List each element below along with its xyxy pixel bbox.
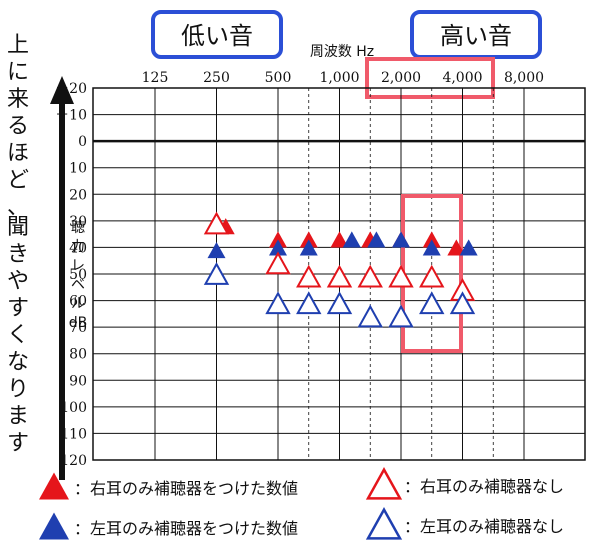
x-tick-label: 4,000 bbox=[442, 70, 482, 86]
marker-s2-p0 bbox=[203, 211, 230, 235]
marker-s3-p3 bbox=[326, 291, 353, 315]
legend-label-3: ：左耳のみ補聴器なし bbox=[404, 517, 564, 536]
marker-s1-p5 bbox=[392, 231, 410, 248]
marker-s1-p1 bbox=[269, 239, 287, 256]
y-axis-title-char: ベ bbox=[71, 277, 85, 293]
side-note-char: 聞 bbox=[7, 215, 29, 240]
y-axis-title-char: 力 bbox=[71, 239, 85, 255]
side-note-char: や bbox=[7, 269, 29, 294]
data-markers bbox=[203, 211, 478, 328]
side-note-char: 、 bbox=[7, 195, 29, 220]
marker-s3-p2 bbox=[296, 291, 322, 315]
y-axis-title-char: レ bbox=[71, 258, 85, 274]
y-tick-label: 80 bbox=[69, 347, 87, 363]
low-sound-box bbox=[151, 10, 283, 59]
marker-s3-p5 bbox=[388, 304, 414, 328]
y-tick-label: 60 bbox=[69, 294, 87, 310]
marker-s3-p0 bbox=[203, 262, 230, 285]
x-tick-label: 1,000 bbox=[319, 70, 359, 86]
y-tick-label: 110 bbox=[60, 426, 87, 442]
side-note-char: ど bbox=[7, 168, 29, 193]
y-tick-label: 10 bbox=[69, 161, 87, 177]
marker-s0-p3 bbox=[330, 231, 349, 248]
marker-s2-p1 bbox=[265, 251, 291, 275]
legend-marker-2 bbox=[365, 467, 403, 500]
low-sound-label: 低い音 bbox=[181, 22, 253, 50]
marker-s2-p3 bbox=[326, 264, 353, 288]
y-tick-label: 40 bbox=[69, 240, 87, 256]
side-note-char: す bbox=[7, 296, 29, 321]
y-tick-label: 120 bbox=[60, 453, 87, 469]
side-note-char: に bbox=[7, 60, 29, 85]
x-tick-label: 8,000 bbox=[504, 70, 544, 86]
y-tick-label: 70 bbox=[69, 320, 87, 336]
side-note-char: 上 bbox=[7, 33, 29, 58]
legend: ：右耳のみ補聴器をつけた数値 ：左耳のみ補聴器をつけた数値 ：右耳のみ補聴器なし ：左… bbox=[39, 467, 564, 540]
x-tick-label: 2,000 bbox=[381, 70, 421, 86]
legend-marker-0 bbox=[39, 472, 69, 500]
side-note-char: ほ bbox=[7, 141, 29, 166]
marker-s3-p4 bbox=[357, 304, 383, 328]
marker-s1-p0 bbox=[207, 241, 226, 259]
marker-s0-p7 bbox=[447, 239, 466, 256]
side-note-char: り bbox=[7, 377, 29, 402]
side-note-char: き bbox=[7, 242, 29, 267]
side-note-char: く bbox=[7, 323, 29, 348]
marker-s3-p7 bbox=[449, 291, 476, 315]
y-tick-label: 30 bbox=[69, 214, 87, 230]
y-tick-label: 0 bbox=[78, 134, 87, 150]
legend-label-2: ：右耳のみ補聴器なし bbox=[404, 477, 564, 496]
marker-s3-p1 bbox=[265, 291, 291, 315]
x-tick-label: 250 bbox=[203, 70, 230, 86]
side-note-char: な bbox=[7, 350, 29, 375]
marker-s2-p4 bbox=[357, 264, 383, 288]
x-tick-label: 500 bbox=[265, 70, 292, 86]
side-note-char: す bbox=[7, 431, 29, 456]
legend-label-1: ：左耳のみ補聴器をつけた数値 bbox=[74, 519, 298, 538]
marker-s1-p4 bbox=[367, 231, 386, 248]
x-tick-labels: 125 250 500 1,000 2,000 4,000 8,000 bbox=[142, 70, 544, 86]
marker-s1-p7 bbox=[459, 239, 478, 256]
marker-s1-p3 bbox=[342, 231, 361, 248]
y-axis-title-char: 聴 bbox=[71, 220, 85, 236]
side-note-char: ま bbox=[7, 404, 29, 429]
marker-s3-p6 bbox=[419, 291, 445, 315]
marker-s1-p2 bbox=[299, 239, 318, 256]
marker-s2-p2 bbox=[296, 264, 322, 288]
marker-s1-p6 bbox=[422, 239, 441, 256]
legend-marker-3 bbox=[365, 507, 403, 540]
x-tick-label: 125 bbox=[142, 70, 169, 86]
up-arrow-head bbox=[50, 76, 74, 104]
side-note-char: る bbox=[7, 114, 29, 139]
legend-label-0: ：右耳のみ補聴器をつけた数値 bbox=[74, 479, 298, 498]
y-tick-label: 20 bbox=[69, 187, 87, 203]
side-note-char: 来 bbox=[7, 87, 29, 112]
y-tick-label: 100 bbox=[60, 400, 87, 416]
y-tick-label: 50 bbox=[69, 267, 87, 283]
freq-highlight-box bbox=[365, 57, 495, 99]
y-tick-label: 90 bbox=[69, 373, 87, 389]
legend-marker-1 bbox=[39, 512, 69, 540]
marker-s2-p6 bbox=[419, 264, 445, 288]
y-axis-title-char: ル bbox=[71, 296, 85, 312]
marker-s2-p5 bbox=[388, 264, 414, 288]
x-axis-title: 周波数 Hz bbox=[310, 44, 374, 60]
high-sound-label: 高い音 bbox=[440, 22, 512, 50]
y-axis-title-char: dB bbox=[69, 315, 88, 331]
